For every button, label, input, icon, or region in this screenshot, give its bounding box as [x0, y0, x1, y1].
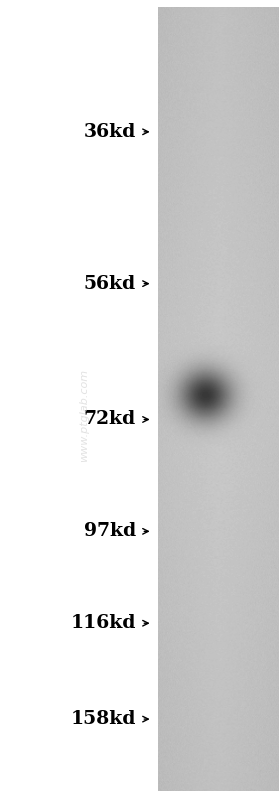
Text: 158kd: 158kd [70, 710, 136, 728]
Text: 36kd: 36kd [83, 123, 136, 141]
Text: www.ptglab.com: www.ptglab.com [79, 369, 89, 462]
Text: 97kd: 97kd [83, 523, 136, 540]
Text: 56kd: 56kd [83, 275, 136, 292]
Text: 116kd: 116kd [70, 614, 136, 632]
Text: 72kd: 72kd [83, 411, 136, 428]
